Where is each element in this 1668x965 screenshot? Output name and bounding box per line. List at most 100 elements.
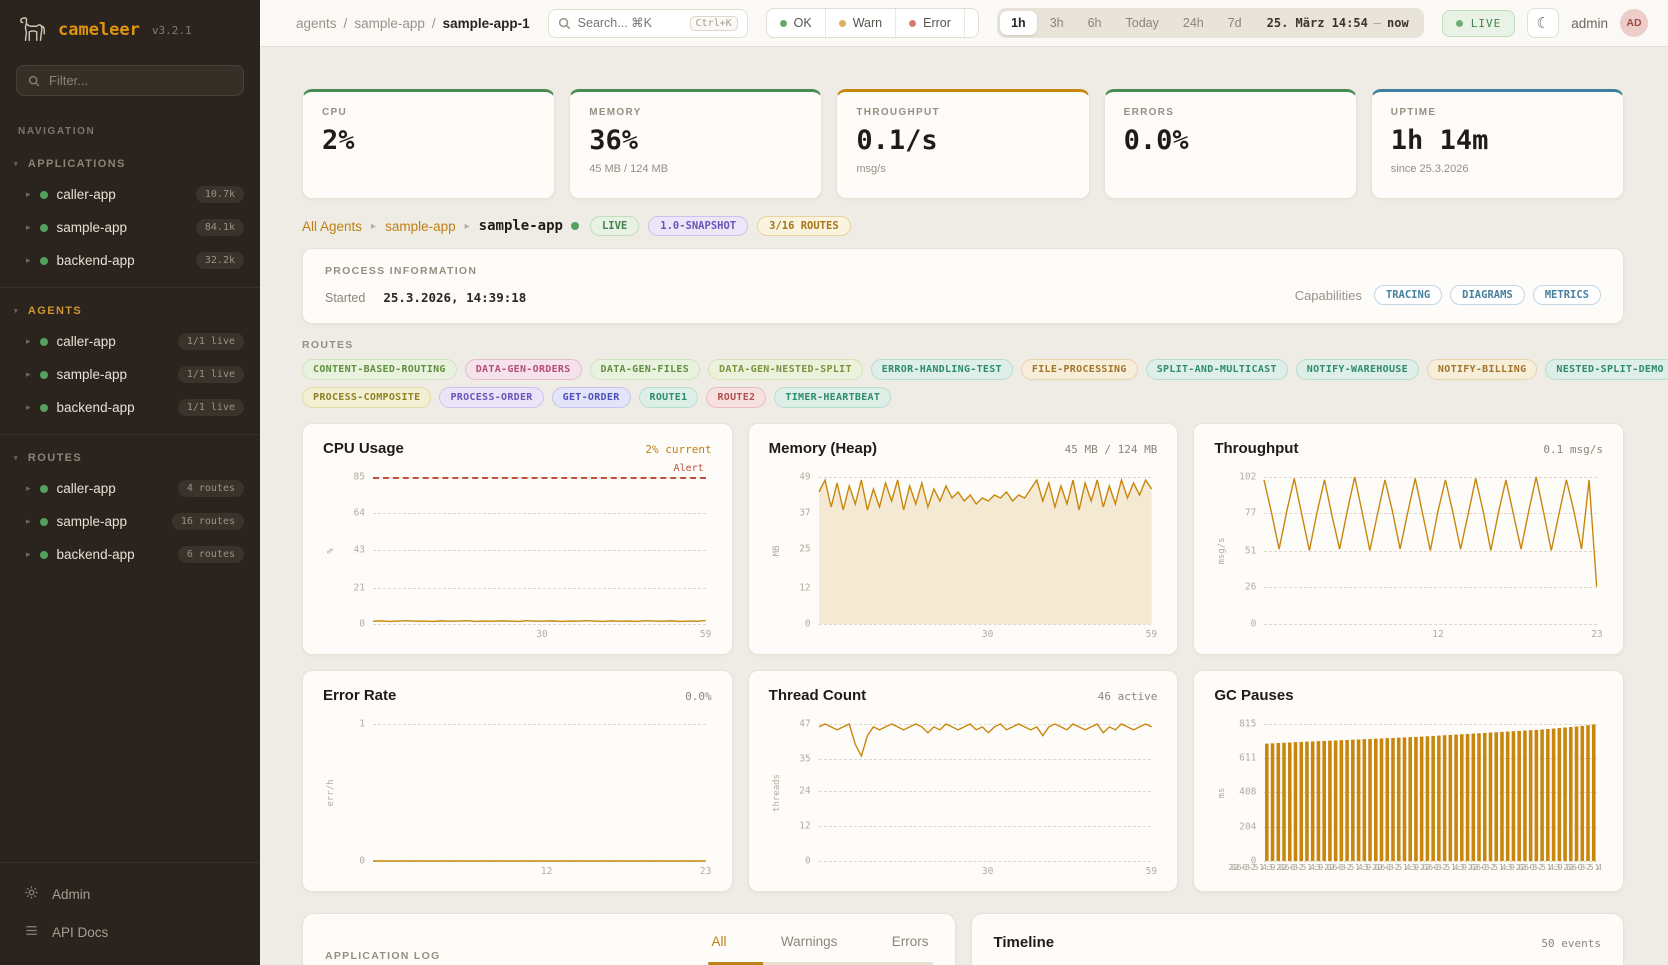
chart-card-memory-heap: Memory (Heap) 45 MB / 124 MB MB 49 37 25 12 0 30… xyxy=(747,423,1179,655)
sidebar-item-backend-app[interactable]: ▸ backend-app 1/1 live xyxy=(0,391,260,424)
metric-value: 0.0% xyxy=(1123,125,1189,156)
chart-header: Error Rate 0.0% xyxy=(323,687,712,704)
route-chip-data-gen-nested-split[interactable]: DATA-GEN-NESTED-SPLIT xyxy=(708,359,863,380)
group-label: AGENTS xyxy=(27,305,83,317)
y-tick-label: 25 xyxy=(799,543,811,555)
chart-card-cpu-usage: CPU Usage 2% current% 85 64 43 21 0 Alert 30 59 xyxy=(302,423,733,655)
chart-ylabel-col: MB xyxy=(769,473,785,646)
y-tick-label: 1 xyxy=(359,718,365,730)
route-chip-content-based-routing[interactable]: CONTENT-BASED-ROUTING xyxy=(302,359,457,380)
route-chip-get-order[interactable]: GET-ORDER xyxy=(551,387,631,408)
x-tick-label: 30 xyxy=(981,866,994,877)
route-chip-notify-billing[interactable]: NOTIFY-BILLING xyxy=(1426,359,1538,380)
gridline xyxy=(1264,826,1597,828)
status-filter-running[interactable]: Running xyxy=(963,9,979,37)
route-chip-notify-warehouse[interactable]: NOTIFY-WAREHOUSE xyxy=(1295,359,1419,380)
time-range-24h[interactable]: 24h xyxy=(1182,16,1204,30)
log-tab-all[interactable]: All xyxy=(711,934,727,949)
gridline xyxy=(373,587,706,589)
route-chip-data-gen-files[interactable]: DATA-GEN-FILES xyxy=(589,359,701,380)
search-box[interactable]: Ctrl+K xyxy=(547,8,748,38)
agent-link-all[interactable]: All Agents xyxy=(302,218,363,234)
y-tick-label: 12 xyxy=(799,820,811,832)
footer-item-admin[interactable]: Admin xyxy=(0,875,260,913)
gridline xyxy=(818,826,1152,828)
breadcrumb-agents[interactable]: agents xyxy=(296,15,337,31)
avatar[interactable]: AD xyxy=(1620,9,1648,37)
route-chip-route2[interactable]: ROUTE2 xyxy=(706,387,767,408)
sidebar-item-sample-app[interactable]: ▸ sample-app 1/1 live xyxy=(0,358,260,391)
status-filter-warn[interactable]: Warn xyxy=(824,9,895,37)
status-dot xyxy=(39,337,48,346)
sidebar-item-backend-app[interactable]: ▸ backend-app 32.2k xyxy=(0,244,260,277)
group-header-applications[interactable]: ▾ APPLICATIONS xyxy=(0,149,260,178)
time-range-3h[interactable]: 3h xyxy=(1049,16,1064,30)
time-range-today[interactable]: Today xyxy=(1125,16,1159,30)
sidebar-item-caller-app[interactable]: ▸ caller-app 1/1 live xyxy=(0,325,260,358)
sidebar-item-sample-app[interactable]: ▸ sample-app 16 routes xyxy=(0,505,260,538)
sidebar-filter[interactable]: Filter... xyxy=(16,65,244,96)
time-range-1h[interactable]: 1h xyxy=(1000,11,1037,35)
process-information-card: PROCESS INFORMATION Started 25.3.2026, 1… xyxy=(302,248,1624,324)
dark-mode-toggle[interactable]: ☾ xyxy=(1527,8,1560,38)
time-range-7d[interactable]: 7d xyxy=(1227,16,1242,30)
chart-ylabel-col: msg/s xyxy=(1214,473,1230,646)
x-tick-label: 12 xyxy=(1432,629,1444,640)
route-chip-file-processing[interactable]: FILE-PROCESSING xyxy=(1020,359,1138,380)
topbar-right-cluster: LIVE ☾ admin AD xyxy=(1441,8,1648,38)
footer-item-api-docs[interactable]: API Docs xyxy=(0,913,260,951)
search-input[interactable] xyxy=(577,16,683,30)
log-tab-warnings[interactable]: Warnings xyxy=(780,934,838,949)
agent-link-app[interactable]: sample-app xyxy=(385,218,456,234)
sidebar: cameleer v3.2.1 Filter... NAVIGATION ▾ AP… xyxy=(0,0,260,965)
route-chip-error-handling-test[interactable]: ERROR-HANDLING-TEST xyxy=(870,359,1013,380)
nav-section-label: NAVIGATION xyxy=(18,126,96,137)
status-filter-error[interactable]: Error xyxy=(895,9,964,37)
y-tick-label: 611 xyxy=(1239,752,1257,764)
sidebar-item-sample-app[interactable]: ▸ sample-app 84.1k xyxy=(0,211,260,244)
status-dot xyxy=(39,223,48,232)
group-header-agents[interactable]: ▾ AGENTS xyxy=(0,296,260,325)
chart-body: % 85 64 43 21 0 Alert 30 59 xyxy=(323,463,712,646)
y-tick-label: 0 xyxy=(1250,855,1257,867)
route-chip-nested-split-demo[interactable]: NESTED-SPLIT-DEMO xyxy=(1545,359,1668,380)
route-chip-process-composite[interactable]: PROCESS-COMPOSITE xyxy=(302,387,432,408)
chart-current-value: 0.1 msg/s xyxy=(1543,443,1603,456)
gridline xyxy=(1264,758,1597,760)
live-toggle[interactable]: LIVE xyxy=(1441,9,1516,37)
gridline xyxy=(373,624,706,625)
date-range-display[interactable]: 25. März 14:54— now xyxy=(1266,16,1409,30)
sidebar-item-caller-app[interactable]: ▸ caller-app 4 routes xyxy=(0,472,260,505)
nav-group-routes: ▾ ROUTES ▸ caller-app 4 routes ▸ sample-app 16 … xyxy=(0,434,260,581)
item-count-badge: 16 routes xyxy=(171,513,244,530)
chart-body: msg/s 102 77 51 26 0 12 23 xyxy=(1214,472,1603,646)
route-chip-route1[interactable]: ROUTE1 xyxy=(638,387,699,408)
topbar: agents / sample-app / sample-app-1 Ctrl+… xyxy=(260,0,1668,47)
log-tab-track xyxy=(707,962,933,965)
sidebar-item-backend-app[interactable]: ▸ backend-app 6 routes xyxy=(0,538,260,571)
route-chip-split-and-multicast[interactable]: SPLIT-AND-MULTICAST xyxy=(1145,359,1288,380)
breadcrumb-sample-app[interactable]: sample-app xyxy=(354,15,425,31)
route-chip-process-order[interactable]: PROCESS-ORDER xyxy=(439,387,544,408)
item-label: caller-app xyxy=(56,187,116,202)
group-header-routes[interactable]: ▾ ROUTES xyxy=(0,443,260,472)
gridline xyxy=(818,758,1152,760)
log-tab-errors[interactable]: Errors xyxy=(891,934,929,949)
gridline xyxy=(818,624,1152,625)
gridline xyxy=(1264,724,1597,725)
capabilities-row: Capabilities TRACING DIAGRAMS METRICS xyxy=(1295,285,1601,305)
status-filter-ok[interactable]: OK xyxy=(767,9,825,37)
agent-badges: LIVE 1.0-SNAPSHOT 3/16 ROUTES xyxy=(589,216,851,236)
log-header: APPLICATION LOG All Warnings Errors xyxy=(325,934,933,965)
application-log-card: APPLICATION LOG All Warnings Errors xyxy=(302,913,956,965)
timeline-title: Timeline xyxy=(993,934,1055,951)
chart-card-thread-count: Thread Count 46 active threads 47 35 24 12 0 30 5… xyxy=(747,670,1179,892)
route-chip-timer-heartbeat[interactable]: TIMER-HEARTBEAT xyxy=(774,387,892,408)
route-chip-data-gen-orders[interactable]: DATA-GEN-ORDERS xyxy=(464,359,582,380)
sidebar-item-caller-app[interactable]: ▸ caller-app 10.7k xyxy=(0,178,260,211)
live-dot xyxy=(1455,19,1463,27)
y-tick-label: 51 xyxy=(1244,545,1257,556)
time-range-6h[interactable]: 6h xyxy=(1087,16,1102,30)
charts-grid: CPU Usage 2% current% 85 64 43 21 0 Alert 30 59 Me… xyxy=(302,423,1624,892)
app-logo: cameleer v3.2.1 xyxy=(0,0,260,51)
